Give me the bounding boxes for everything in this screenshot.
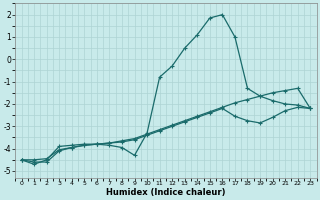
X-axis label: Humidex (Indice chaleur): Humidex (Indice chaleur): [106, 188, 226, 197]
